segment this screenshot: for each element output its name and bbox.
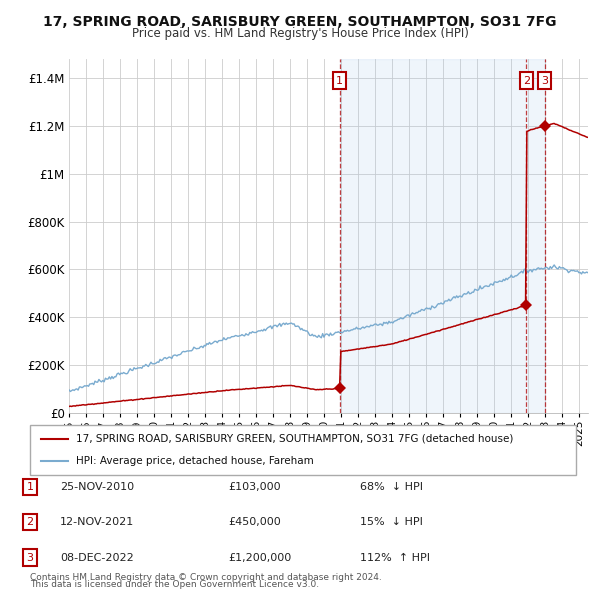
Text: 68%  ↓ HPI: 68% ↓ HPI — [360, 482, 423, 491]
Text: This data is licensed under the Open Government Licence v3.0.: This data is licensed under the Open Gov… — [30, 581, 319, 589]
Text: 08-DEC-2022: 08-DEC-2022 — [60, 553, 134, 562]
Text: HPI: Average price, detached house, Fareham: HPI: Average price, detached house, Fare… — [76, 456, 314, 466]
Text: 112%  ↑ HPI: 112% ↑ HPI — [360, 553, 430, 562]
Text: £103,000: £103,000 — [228, 482, 281, 491]
Text: 12-NOV-2021: 12-NOV-2021 — [60, 517, 134, 527]
FancyBboxPatch shape — [30, 425, 576, 475]
Text: 17, SPRING ROAD, SARISBURY GREEN, SOUTHAMPTON, SO31 7FG (detached house): 17, SPRING ROAD, SARISBURY GREEN, SOUTHA… — [76, 434, 514, 444]
Text: Contains HM Land Registry data © Crown copyright and database right 2024.: Contains HM Land Registry data © Crown c… — [30, 573, 382, 582]
Text: 1: 1 — [26, 482, 34, 491]
Text: 1: 1 — [336, 76, 343, 86]
Text: 3: 3 — [541, 76, 548, 86]
Text: 17, SPRING ROAD, SARISBURY GREEN, SOUTHAMPTON, SO31 7FG: 17, SPRING ROAD, SARISBURY GREEN, SOUTHA… — [43, 15, 557, 29]
Text: £1,200,000: £1,200,000 — [228, 553, 291, 562]
Text: 2: 2 — [26, 517, 34, 527]
Bar — [340, 59, 545, 413]
Text: 3: 3 — [26, 553, 34, 562]
Text: 25-NOV-2010: 25-NOV-2010 — [60, 482, 134, 491]
Text: 15%  ↓ HPI: 15% ↓ HPI — [360, 517, 423, 527]
Text: Price paid vs. HM Land Registry's House Price Index (HPI): Price paid vs. HM Land Registry's House … — [131, 27, 469, 40]
Text: £450,000: £450,000 — [228, 517, 281, 527]
Text: 2: 2 — [523, 76, 530, 86]
